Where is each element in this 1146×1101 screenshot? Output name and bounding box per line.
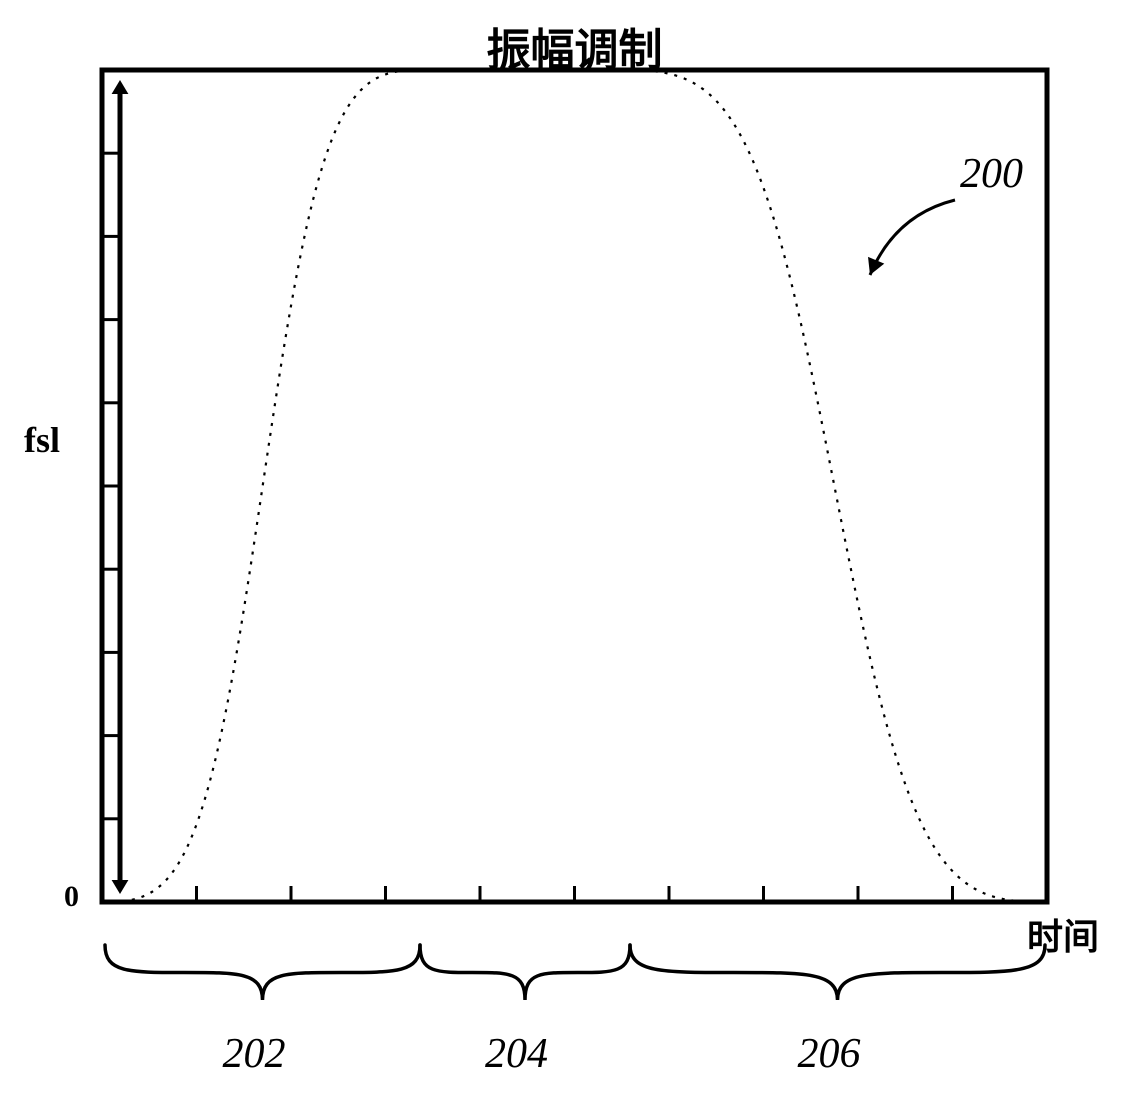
brace-label-206: 206 (798, 1030, 861, 1078)
brace-label-204: 204 (485, 1030, 548, 1078)
curve-annotation-200: 200 (960, 150, 1023, 198)
x-axis-label: 时间 (1027, 908, 1099, 960)
y-axis-label: fsl (24, 419, 60, 461)
chart-title: 振幅调制 (102, 14, 1047, 78)
y-tick-zero: 0 (64, 880, 79, 914)
brace-label-202: 202 (223, 1030, 286, 1078)
